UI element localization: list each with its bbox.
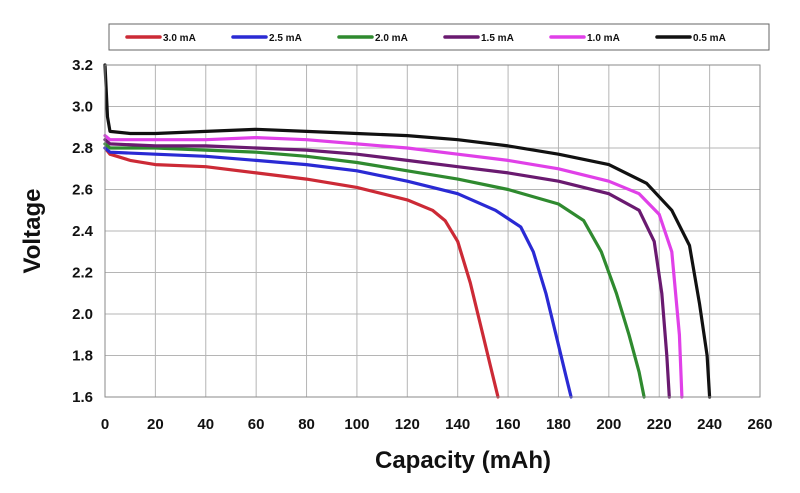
y-tick-label: 2.4 bbox=[72, 223, 94, 240]
y-axis-title: Voltage bbox=[19, 189, 46, 274]
y-tick-label: 2.0 bbox=[72, 306, 93, 323]
x-tick-label: 120 bbox=[395, 416, 420, 433]
y-tick-label: 2.8 bbox=[72, 140, 93, 157]
legend-label-1: 2.5 mA bbox=[269, 33, 302, 44]
x-tick-label: 260 bbox=[747, 416, 772, 433]
legend-label-3: 1.5 mA bbox=[481, 33, 514, 44]
y-tick-label: 1.8 bbox=[72, 348, 93, 365]
x-tick-label: 40 bbox=[197, 416, 214, 433]
gridlines bbox=[105, 65, 760, 397]
x-tick-label: 140 bbox=[445, 416, 470, 433]
y-tick-label: 1.6 bbox=[72, 389, 93, 406]
y-tick-label: 2.6 bbox=[72, 182, 93, 199]
legend-entries: 3.0 mA 2.5 mA 2.0 mA 1.5 mA 1.0 mA 0.5 mA bbox=[125, 33, 726, 44]
x-tick-label: 80 bbox=[298, 416, 315, 433]
x-tick-label: 20 bbox=[147, 416, 164, 433]
x-tick-labels: 0 20 40 60 80 100 120 140 160 180 200 220 240 260 bbox=[101, 416, 773, 433]
x-axis-title: Capacity (mAh) bbox=[375, 447, 551, 474]
legend: 3.0 mA 2.5 mA 2.0 mA 1.5 mA 1.0 mA 0.5 mA bbox=[108, 23, 770, 51]
y-tick-labels: 1.6 1.8 2.0 2.2 2.4 2.6 2.8 3.0 3.2 bbox=[72, 57, 94, 406]
y-tick-label: 3.0 bbox=[72, 99, 93, 116]
series-line-5 bbox=[103, 63, 712, 399]
plot-frame bbox=[104, 64, 761, 398]
x-tick-label: 200 bbox=[596, 416, 621, 433]
x-tick-label: 160 bbox=[496, 416, 521, 433]
x-tick-label: 240 bbox=[697, 416, 722, 433]
series-line-2 bbox=[103, 142, 646, 399]
legend-label-5: 0.5 mA bbox=[693, 33, 726, 44]
x-tick-label: 60 bbox=[248, 416, 265, 433]
y-tick-label: 3.2 bbox=[72, 57, 93, 74]
series-line-4 bbox=[103, 134, 684, 399]
series-lines bbox=[103, 63, 712, 399]
x-tick-label: 220 bbox=[647, 416, 672, 433]
y-tick-label: 2.2 bbox=[72, 265, 93, 282]
x-tick-label: 100 bbox=[344, 416, 369, 433]
x-tick-label: 0 bbox=[101, 416, 109, 433]
legend-label-0: 3.0 mA bbox=[163, 33, 196, 44]
series-line-1 bbox=[103, 146, 573, 399]
series-line-0 bbox=[103, 146, 500, 399]
x-tick-label: 180 bbox=[546, 416, 571, 433]
series-line-3 bbox=[103, 138, 671, 399]
legend-label-4: 1.0 mA bbox=[587, 33, 620, 44]
legend-label-2: 2.0 mA bbox=[375, 33, 408, 44]
